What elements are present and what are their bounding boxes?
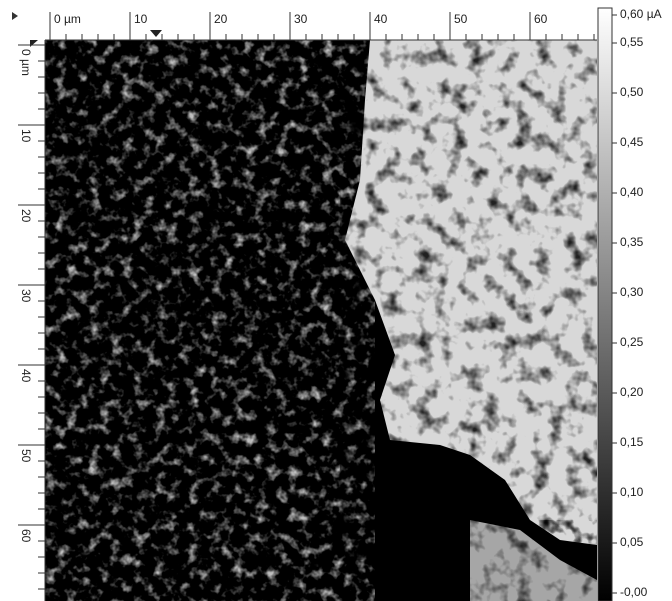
colorbar-label: -0,00	[620, 585, 648, 599]
x-ruler-label: 30	[294, 12, 308, 26]
x-ruler-label: 50	[454, 12, 468, 26]
colorbar	[598, 8, 612, 601]
x-ruler-label: 20	[214, 12, 228, 26]
colorbar-label: 0,30	[620, 285, 644, 299]
scan-view: 0 µm 10 20 30 40 50 60 0 µm 10 20 30 40 50 60 0,60 µA 0…	[0, 0, 672, 601]
colorbar-label: 0,55	[620, 35, 644, 49]
scan-image	[45, 40, 597, 601]
y-ruler-label: 50	[19, 449, 33, 463]
y-ruler-label: 40	[19, 369, 33, 383]
colorbar-label: 0,35	[620, 235, 644, 249]
y-ruler-label: 10	[19, 129, 33, 143]
colorbar-label: 0,10	[620, 485, 644, 499]
colorbar-label: 0,05	[620, 535, 644, 549]
colorbar-label: 0,40	[620, 185, 644, 199]
x-ruler-label: 40	[374, 12, 388, 26]
page: {"x_ruler": {"labels": ["0 µm", "10", "2…	[0, 0, 672, 601]
colorbar-label: 0,50	[620, 85, 644, 99]
y-ruler-label: 30	[19, 289, 33, 303]
y-ruler-label: 0 µm	[19, 49, 33, 76]
y-ruler	[0, 40, 45, 601]
colorbar-label: 0,45	[620, 135, 644, 149]
colorbar-label: 0,60 µA	[620, 7, 662, 21]
y-ruler-label: 20	[19, 209, 33, 223]
x-ruler-label: 60	[534, 12, 548, 26]
colorbar-label: 0,25	[620, 335, 644, 349]
colorbar-label: 0,20	[620, 385, 644, 399]
y-ruler-label: 60	[19, 529, 33, 543]
x-ruler-label: 10	[134, 12, 148, 26]
colorbar-label: 0,15	[620, 435, 644, 449]
x-ruler-label: 0 µm	[54, 12, 81, 26]
